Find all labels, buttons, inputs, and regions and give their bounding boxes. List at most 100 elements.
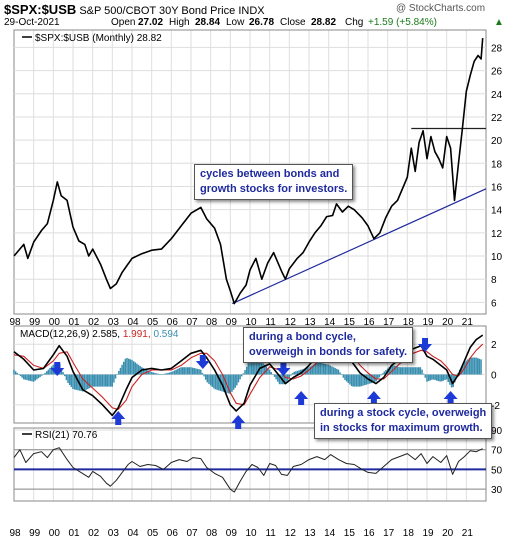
macd-histogram-bar <box>309 366 312 375</box>
price-y-tick-label: 14 <box>491 206 503 217</box>
macd-histogram-bar <box>288 374 291 379</box>
annotation-bond-cycle: during a bond cycle, overweigh in bonds … <box>243 327 414 363</box>
macd-histogram-bar <box>465 360 468 375</box>
macd-histogram-bar <box>290 374 292 376</box>
x-tick-label: 09 <box>226 317 238 328</box>
macd-histogram-bar <box>41 374 43 376</box>
low-value: 26.78 <box>249 17 275 28</box>
x-tick-label: 04 <box>127 528 139 539</box>
macd-histogram-bar <box>95 374 97 387</box>
x-tick-label: 15 <box>344 317 356 328</box>
chg-label: Chg <box>345 17 364 28</box>
macd-histogram-bar <box>467 359 469 375</box>
macd-histogram-bar <box>349 374 351 385</box>
stockcharts-watermark: @ StockCharts.com <box>396 3 486 14</box>
macd-histogram-bar <box>77 374 79 391</box>
macd-histogram-bar <box>278 374 281 385</box>
macd-histogram-bar <box>326 364 328 375</box>
macd-histogram-bar <box>313 364 315 375</box>
macd-histogram-bar <box>249 359 251 375</box>
macd-histogram-bar <box>159 374 161 375</box>
chg-up-icon: ▲ <box>494 17 504 28</box>
macd-histogram-bar <box>273 374 276 377</box>
macd-histogram-bar <box>298 370 300 375</box>
macd-histogram-bar <box>198 369 200 375</box>
macd-histogram-bar <box>34 374 37 381</box>
macd-histogram-bar <box>37 374 40 379</box>
macd-histogram-bar <box>277 374 279 382</box>
macd-histogram-bar <box>355 374 358 387</box>
macd-histogram-bar <box>139 366 141 375</box>
macd-histogram-bar <box>157 373 159 375</box>
macd-histogram-bar <box>344 374 346 380</box>
macd-histogram-bar <box>321 363 323 375</box>
macd-histogram-bar <box>86 374 89 390</box>
macd-histogram-bar <box>13 369 15 375</box>
macd-histogram-bar <box>413 367 415 375</box>
macd-histogram-bar <box>296 370 299 375</box>
macd-histogram-bar <box>208 374 210 384</box>
macd-histogram-bar <box>232 374 235 390</box>
price-y-tick-label: 28 <box>491 43 503 54</box>
macd-histogram-bar <box>427 374 430 382</box>
macd-histogram-bar <box>106 374 109 387</box>
macd-histogram-bar <box>311 365 313 375</box>
macd-histogram-bar <box>272 374 274 375</box>
macd-y-tick-label: 0 <box>491 371 497 382</box>
x-tick-label: 00 <box>49 317 61 328</box>
macd-histogram-bar <box>222 374 225 392</box>
macd-histogram-bar <box>357 374 359 387</box>
macd-histogram-bar <box>23 374 25 380</box>
macd-histogram-bar <box>234 374 236 388</box>
macd-histogram-bar <box>377 374 379 380</box>
macd-histogram-bar <box>334 368 336 375</box>
macd-histogram-bar <box>454 374 456 383</box>
macd-histogram-bar <box>468 358 471 375</box>
x-tick-label: 07 <box>186 317 198 328</box>
macd-histogram-bar <box>147 370 150 375</box>
macd-histogram-bar <box>111 374 114 387</box>
macd-histogram-bar <box>431 374 433 380</box>
macd-histogram-bar <box>416 367 418 375</box>
macd-histogram-bar <box>372 374 374 383</box>
price-y-tick-label: 16 <box>491 182 503 193</box>
macd-histogram-bar <box>383 371 386 375</box>
macd-histogram-bar <box>137 364 140 375</box>
macd-histogram-bar <box>213 374 215 389</box>
arrow-up-icon <box>111 411 126 425</box>
macd-signal-line <box>13 343 484 410</box>
macd-histogram-bar <box>396 366 399 375</box>
x-tick-label: 03 <box>108 317 120 328</box>
macd-histogram-bar <box>445 374 448 380</box>
macd-histogram-bar <box>399 367 402 375</box>
macd-histogram-bar <box>239 374 241 380</box>
x-tick-label: 09 <box>226 528 238 539</box>
macd-histogram-bar <box>362 374 364 386</box>
x-tick-label: 16 <box>363 317 375 328</box>
macd-histogram-bar <box>316 363 318 375</box>
macd-histogram-bar <box>73 374 76 390</box>
macd-histogram-bar <box>188 367 191 375</box>
macd-histogram-bar <box>345 374 348 382</box>
macd-histogram-bar <box>259 359 261 375</box>
macd-histogram-bar <box>291 373 294 375</box>
arrow-down-icon <box>276 362 291 376</box>
x-tick-label: 18 <box>403 528 415 539</box>
macd-histogram-bar <box>237 374 240 383</box>
macd-histogram-bar <box>252 359 254 375</box>
x-tick-label: 07 <box>186 528 198 539</box>
macd-histogram-bar <box>18 374 20 375</box>
macd-histogram-bar <box>42 374 45 375</box>
macd-histogram-bar <box>211 374 214 387</box>
macd-histogram-bar <box>152 372 155 375</box>
macd-y-tick-label: 2 <box>491 340 497 351</box>
macd-histogram-bar <box>439 374 441 382</box>
macd-histogram-bar <box>19 374 22 377</box>
macd-histogram-bar <box>216 374 218 390</box>
macd-histogram-bar <box>255 359 258 375</box>
x-tick-label: 04 <box>127 317 139 328</box>
macd-histogram-bar <box>83 374 86 391</box>
x-tick-label: 02 <box>88 317 100 328</box>
macd-histogram-bar <box>177 368 179 375</box>
macd-histogram-bar <box>186 367 189 375</box>
